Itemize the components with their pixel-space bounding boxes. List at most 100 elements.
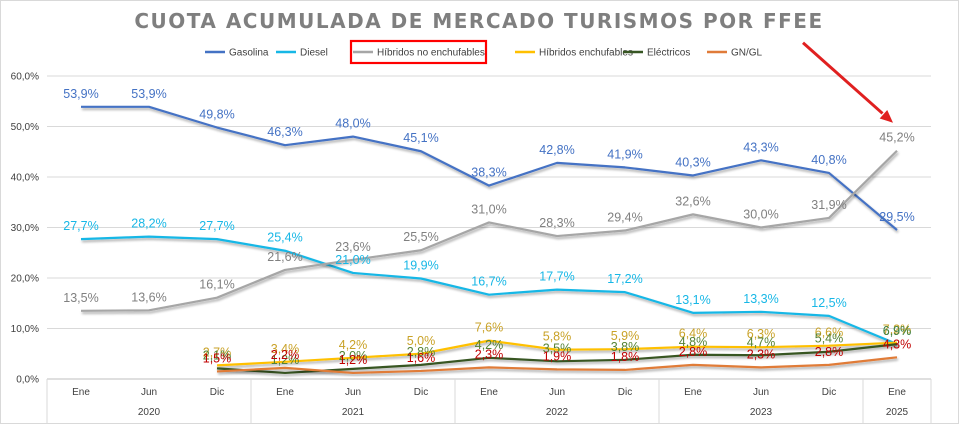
data-label-gn-gl: 2,8%: [679, 345, 708, 359]
legend-item-hibridos-no-enchufables: Híbridos no enchufables: [377, 48, 485, 59]
data-label-gasolina: 46,3%: [267, 125, 302, 139]
x-tick-label: Dic: [822, 387, 836, 398]
data-label-hibridos-no-enchufables: 30,0%: [743, 208, 778, 222]
gridlines: [47, 75, 931, 380]
data-label-hibridos-no-enchufables: 23,6%: [335, 240, 370, 254]
data-label-hibridos-no-enchufables: 16,1%: [199, 278, 234, 292]
data-label-gn-gl: 2,8%: [815, 345, 844, 359]
data-label-gn-gl: 2,3%: [747, 347, 776, 361]
data-label-gasolina: 43,3%: [743, 140, 778, 154]
data-label-hibridos-enchufables: 5,8%: [543, 330, 572, 344]
x-tick-label: Ene: [684, 387, 702, 398]
data-label-electricos: 1,2%: [271, 353, 300, 367]
data-label-diesel: 12,5%: [811, 296, 846, 310]
legend-item-gn-gl: GN/GL: [731, 48, 763, 59]
data-label-gn-gl: 2,3%: [475, 347, 504, 361]
data-label-electricos: 5,4%: [815, 332, 844, 346]
x-axis: Ene Jun Dic Ene Jun Dic Ene Jun Dic Ene Jun Dic Ene 2…: [46, 378, 932, 423]
series-line-hibridos-no-enchufables: [80, 149, 898, 312]
data-label-gasolina: 48,0%: [335, 117, 370, 131]
legend-item-hibridos-enchufables: Híbridos enchufables: [539, 48, 633, 59]
data-label-electricos: 3,5%: [543, 341, 572, 355]
year-label: 2023: [750, 407, 773, 418]
data-label-hibridos-enchufables: 4,2%: [339, 338, 368, 352]
data-label-gasolina: 53,9%: [131, 87, 166, 101]
data-label-hibridos-no-enchufables: 32,6%: [675, 194, 710, 208]
data-label-electricos: 3,8%: [611, 340, 640, 354]
y-tick-label: 40,0%: [11, 173, 39, 184]
data-label-hibridos-no-enchufables: 31,9%: [811, 198, 846, 212]
data-label-hibridos-enchufables: 5,0%: [407, 334, 436, 348]
data-label-diesel: 17,7%: [539, 270, 574, 284]
legend-item-diesel: Diesel: [300, 48, 328, 59]
data-label-gn-gl: 1,9%: [543, 349, 572, 363]
x-tick-label: Ene: [888, 387, 906, 398]
data-label-hibridos-no-enchufables: 31,0%: [471, 202, 506, 216]
data-label-diesel: 16,7%: [471, 275, 506, 289]
series-line-gasolina: [81, 105, 898, 231]
data-label-diesel: 27,7%: [199, 219, 234, 233]
legend-item-electricos: Eléctricos: [647, 48, 690, 59]
x-tick-label: Ene: [72, 387, 90, 398]
data-label-electricos: 4,2%: [475, 338, 504, 352]
arrow-shaft: [802, 41, 884, 115]
x-tick-label: Jun: [753, 387, 769, 398]
data-label-electricos: 2,8%: [407, 345, 436, 359]
data-label-hibridos-enchufables: 7,6%: [475, 321, 504, 335]
data-label-gasolina: 29,5%: [879, 210, 914, 224]
data-label-gasolina: 38,3%: [471, 166, 506, 180]
data-label-electricos: 2,1%: [203, 348, 232, 362]
x-tick-label: Dic: [414, 387, 428, 398]
data-label-diesel: 13,3%: [743, 292, 778, 306]
data-label-gn-gl: 1,5%: [203, 351, 232, 365]
data-label-gasolina: 40,3%: [675, 155, 710, 169]
data-label-hibridos-no-enchufables: 29,4%: [607, 211, 642, 225]
year-label: 2022: [546, 407, 569, 418]
x-tick-label: Jun: [549, 387, 565, 398]
y-tick-label: 30,0%: [11, 223, 39, 234]
x-tick-label: Jun: [141, 387, 157, 398]
data-label-diesel: 19,9%: [403, 259, 438, 273]
legend-item-gasolina: Gasolina: [229, 48, 269, 59]
x-tick-label: Ene: [480, 387, 498, 398]
data-label-diesel: 27,7%: [63, 219, 98, 233]
data-label-gasolina: 40,8%: [811, 153, 846, 167]
data-label-gasolina: 53,9%: [63, 87, 98, 101]
data-label-hibridos-enchufables: 6,3%: [747, 327, 776, 341]
data-label-diesel: 13,1%: [675, 293, 710, 307]
x-tick-label: Ene: [276, 387, 294, 398]
year-label: 2021: [342, 407, 365, 418]
year-label: 2020: [138, 407, 161, 418]
legend: Gasolina Diesel Híbridos no enchufables Híb…: [205, 39, 763, 65]
series-line-gn-gl: [216, 356, 898, 375]
data-label-gn-gl: 1,6%: [407, 351, 436, 365]
data-label-gasolina: 45,1%: [403, 131, 438, 145]
data-label-diesel: 28,2%: [131, 217, 166, 231]
chart-title: CUOTA ACUMULADA DE MERCADO TURISMOS POR …: [134, 9, 823, 33]
y-tick-label: 10,0%: [11, 324, 39, 335]
data-label-gasolina: 41,9%: [607, 147, 642, 161]
data-label-gasolina: 42,8%: [539, 143, 574, 157]
data-label-hibridos-no-enchufables: 28,3%: [539, 216, 574, 230]
data-label-diesel: 17,2%: [607, 272, 642, 286]
y-tick-label: 0,0%: [16, 375, 39, 386]
data-labels: 53,9% 53,9% 49,8% 46,3% 48,0% 45,1% 38,3% 42,8%…: [63, 87, 914, 367]
y-tick-label: 50,0%: [11, 122, 39, 133]
data-label-hibridos-enchufables: 5,9%: [611, 329, 640, 343]
data-label-electricos: 4,7%: [747, 335, 776, 349]
annotations: [802, 41, 893, 123]
y-axis: 0,0% 10,0% 20,0% 30,0% 40,0% 50,0% 60,0%: [11, 72, 39, 386]
year-label: 2025: [886, 407, 909, 418]
data-label-electricos: 2,0%: [339, 349, 368, 363]
data-label-hibridos-no-enchufables: 13,6%: [131, 290, 166, 304]
series-line-diesel: [80, 235, 898, 346]
data-label-hibridos-enchufables: 7,2%: [883, 323, 912, 337]
data-label-diesel: 25,4%: [267, 231, 302, 245]
data-label-electricos: 6,9%: [883, 324, 912, 338]
data-label-hibridos-no-enchufables: 25,5%: [403, 230, 438, 244]
series-line-hibridos-enchufables: [216, 339, 898, 367]
series-lines: [80, 105, 898, 375]
data-label-gn-gl: 1,8%: [611, 350, 640, 364]
